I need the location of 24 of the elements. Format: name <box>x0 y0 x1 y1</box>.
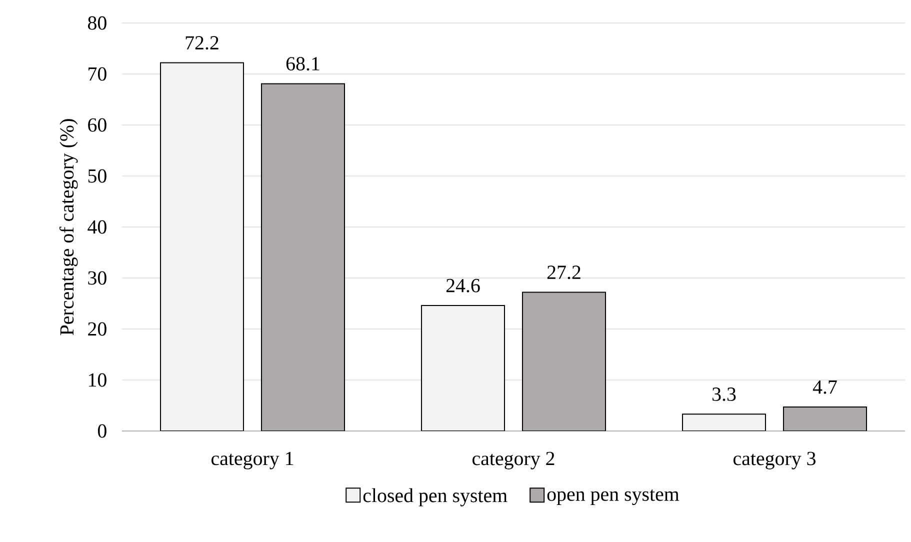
bar <box>421 305 506 431</box>
bar <box>160 62 244 431</box>
data-label: 4.7 <box>812 380 837 394</box>
data-label: 72.2 <box>186 36 218 50</box>
data-label: 3.3 <box>712 388 736 402</box>
x-tick-label: category 2 <box>472 452 554 470</box>
y-tick-label: 40 <box>88 220 106 234</box>
data-label: 27.2 <box>547 266 580 280</box>
x-tick-label: category 1 <box>212 452 294 470</box>
legend-label: open pen system <box>547 490 680 506</box>
data-label: 68.1 <box>286 57 320 71</box>
y-tick-label: 10 <box>88 373 106 387</box>
y-tick-label: 80 <box>88 16 106 30</box>
bar <box>682 414 766 431</box>
text: closed pen system <box>363 488 508 506</box>
data-label: 24.6 <box>446 278 480 292</box>
y-tick-label: 60 <box>88 118 106 132</box>
y-tick-label: 30 <box>88 271 106 285</box>
y-tick-label: 70 <box>88 67 106 81</box>
y-tick-label: 0 <box>98 424 106 438</box>
y-tick-label: 20 <box>88 322 106 336</box>
x-tick-label: category 3 <box>734 452 816 470</box>
y-tick-label: 50 <box>88 169 106 183</box>
y-axis-title: Percentage of category (%) <box>59 119 78 336</box>
